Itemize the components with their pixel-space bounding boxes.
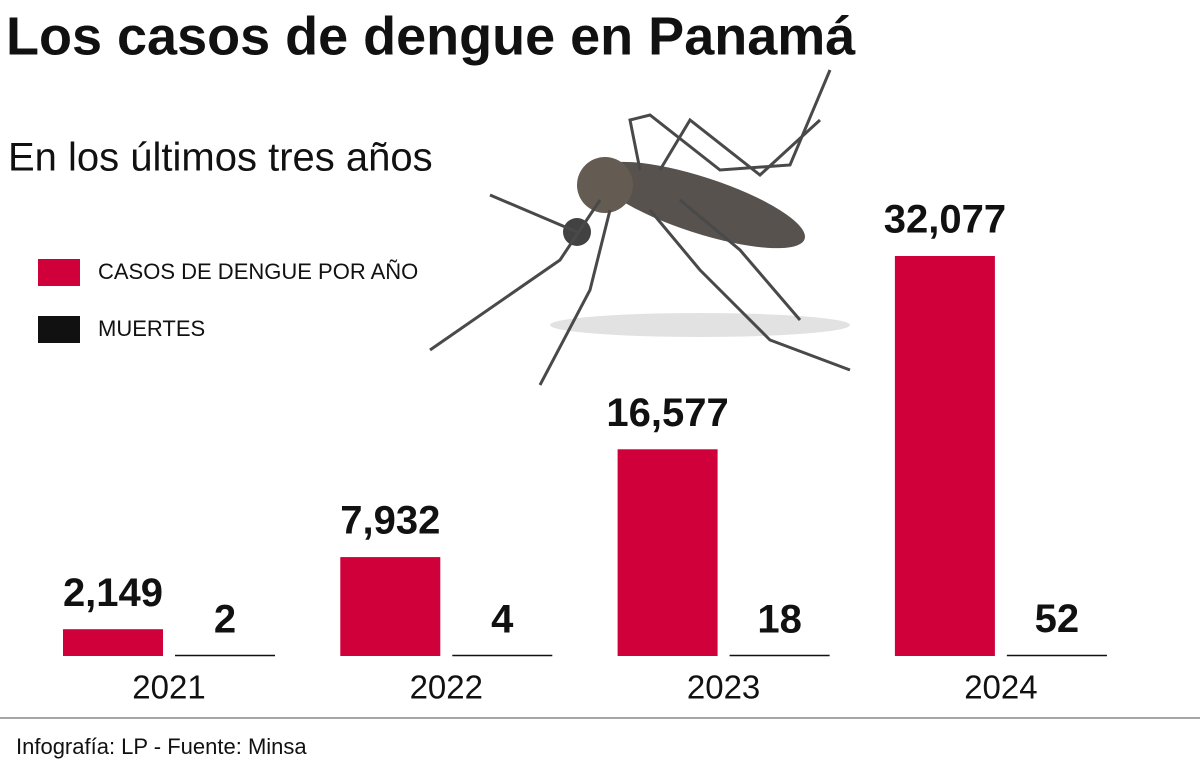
value-label: 2 [214,598,236,642]
source-note: Infografía: LP - Fuente: Minsa [16,734,307,759]
legend-label: CASOS DE DENGUE POR AÑO [98,259,418,284]
x-tick-label: 2024 [964,669,1037,706]
x-tick-label: 2022 [410,669,483,706]
value-label: 52 [1035,597,1080,641]
value-label: 2,149 [63,571,163,615]
bar [63,629,163,656]
value-label: 16,577 [606,391,728,435]
bar [894,256,995,656]
value-label: 32,077 [884,198,1006,242]
value-label: 7,932 [340,499,440,543]
x-tick-label: 2021 [132,669,205,706]
bar [617,449,718,656]
legend-label: MUERTES [98,316,205,341]
bar [340,557,441,656]
x-tick-label: 2023 [687,669,760,706]
legend-swatch [38,259,80,286]
mosquito-illustration [429,69,851,386]
chart-title: Los casos de dengue en Panamá [6,6,856,66]
legend-swatch [38,316,80,343]
value-label: 18 [757,597,802,641]
value-label: 4 [491,598,514,642]
chart-subtitle: En los últimos tres años [8,136,433,180]
